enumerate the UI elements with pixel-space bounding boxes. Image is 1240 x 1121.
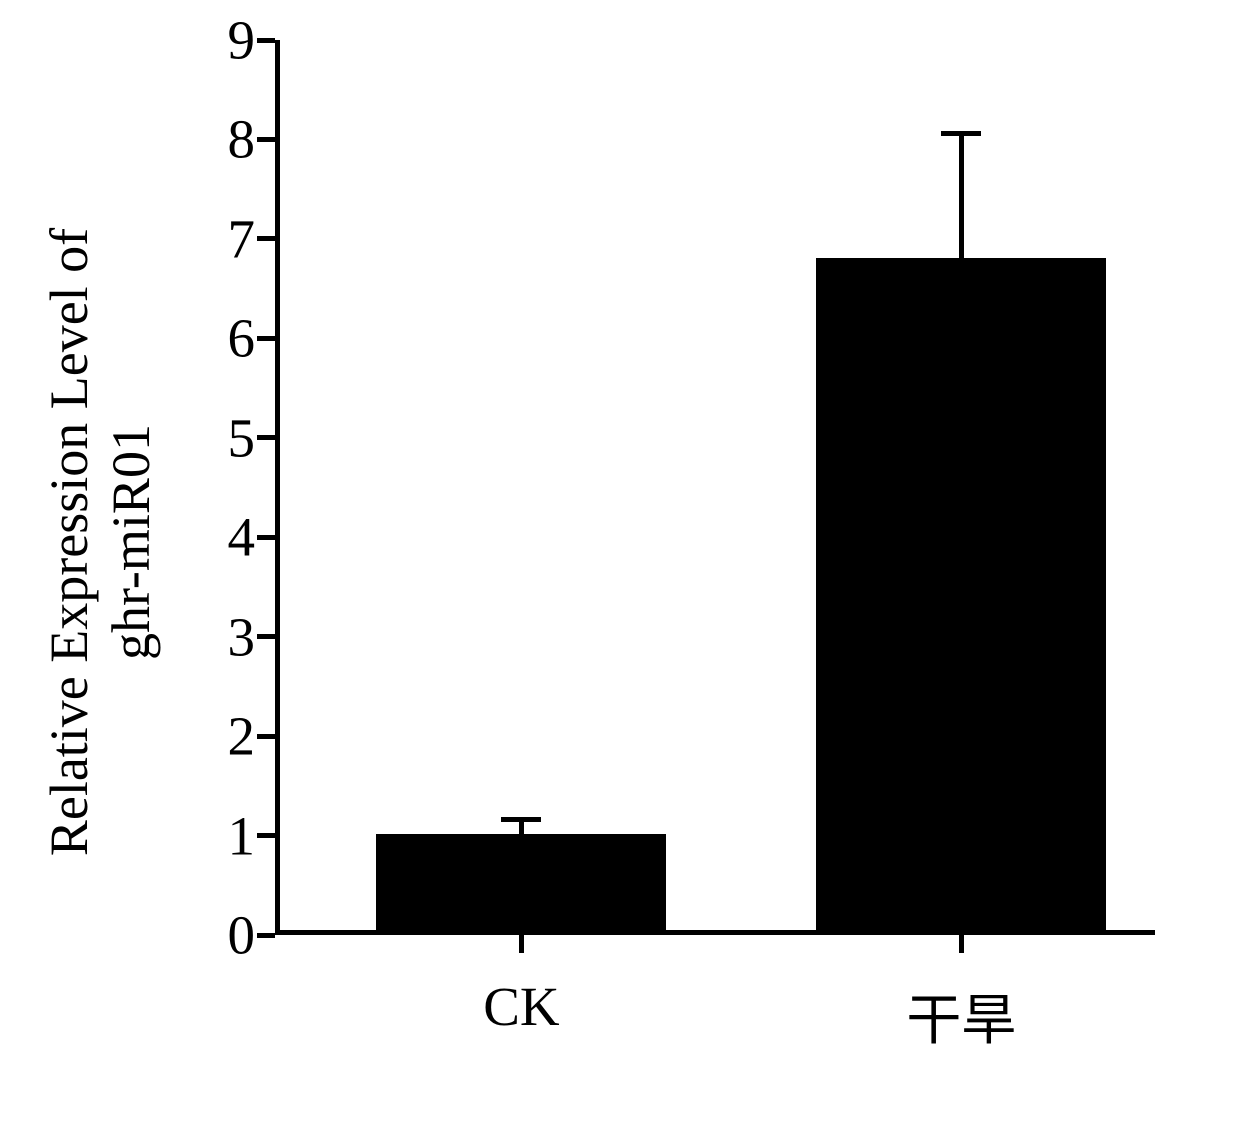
y-tick-label: 2: [228, 705, 256, 768]
y-tick: [257, 38, 275, 43]
x-tick-label: 干旱: [906, 975, 1016, 1055]
plot-area: 0123456789CK干旱: [275, 40, 1155, 935]
y-tick: [257, 833, 275, 838]
y-tick: [257, 634, 275, 639]
error-bar-line: [959, 134, 964, 258]
y-tick-label: 8: [228, 108, 256, 171]
y-tick: [257, 535, 275, 540]
y-axis-label: Relative Expression Level of ghr-miR01: [38, 92, 162, 992]
error-bar-cap: [941, 131, 981, 136]
y-axis-line: [275, 40, 280, 935]
y-tick-label: 0: [228, 904, 256, 967]
y-axis-label-line1: Relative Expression Level of: [38, 92, 100, 992]
y-tick: [257, 435, 275, 440]
y-tick: [257, 734, 275, 739]
y-tick-label: 7: [228, 207, 256, 270]
bar: [376, 834, 666, 930]
y-tick-label: 1: [228, 804, 256, 867]
y-tick-label: 4: [228, 506, 256, 569]
error-bar-cap: [501, 817, 541, 822]
y-tick: [257, 336, 275, 341]
bar: [816, 258, 1106, 930]
x-tick: [959, 935, 964, 953]
chart-container: Relative Expression Level of ghr-miR01 0…: [50, 20, 1210, 1100]
y-tick-label: 9: [228, 9, 256, 72]
x-axis-line: [275, 930, 1155, 935]
y-tick: [257, 236, 275, 241]
y-tick-label: 5: [228, 406, 256, 469]
x-tick: [519, 935, 524, 953]
y-axis-label-line2: ghr-miR01: [100, 92, 162, 992]
y-tick: [257, 933, 275, 938]
x-tick-label: CK: [483, 975, 559, 1038]
y-tick-label: 6: [228, 307, 256, 370]
y-tick-label: 3: [228, 605, 256, 668]
y-tick: [257, 137, 275, 142]
